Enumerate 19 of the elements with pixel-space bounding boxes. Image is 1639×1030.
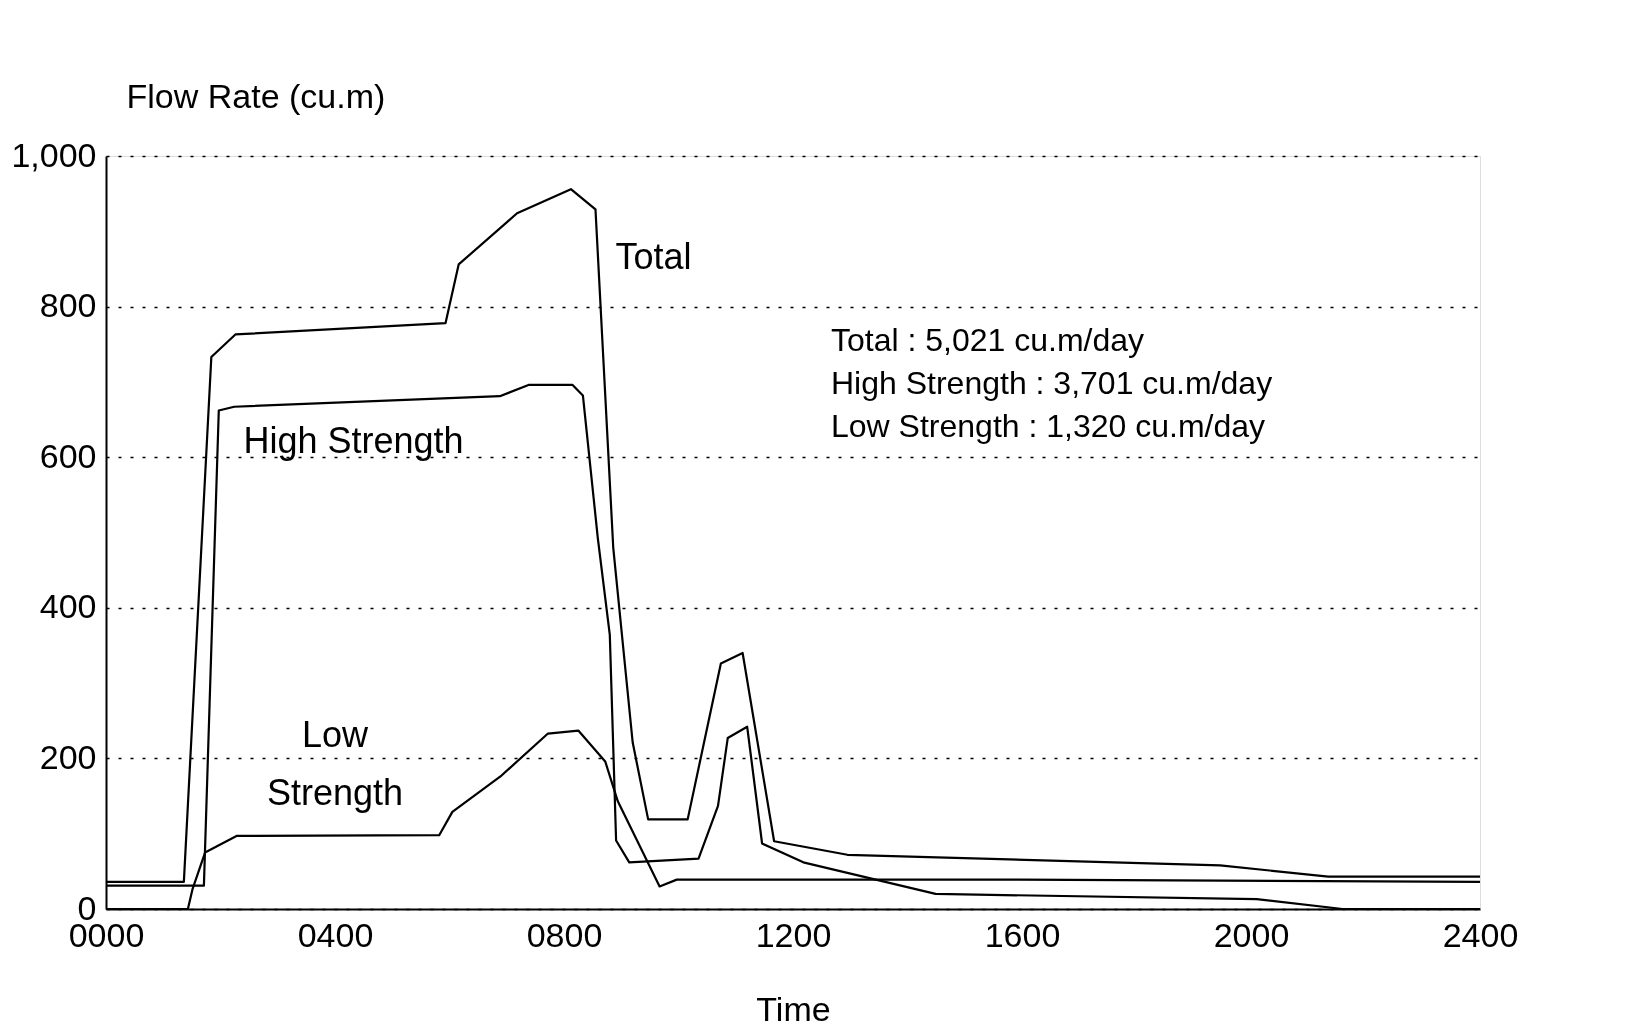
y-tick-label: 1,000 (11, 135, 97, 174)
annotation: Total : 5,021 cu.m/day (831, 322, 1145, 358)
y-axis-title: Flow Rate (cu.m) (126, 76, 386, 115)
x-axis-title: Time (756, 989, 831, 1028)
x-tick-label: 2400 (1442, 915, 1519, 954)
y-tick-label: 800 (39, 286, 97, 325)
x-tick-label: 0400 (297, 915, 374, 954)
x-tick-label: 2000 (1213, 915, 1290, 954)
y-tick-label: 200 (39, 737, 97, 776)
annotation: Low Strength : 1,320 cu.m/day (831, 408, 1266, 444)
x-tick-label: 1200 (755, 915, 832, 954)
series-label: Low Strength (266, 713, 404, 813)
y-tick-label: 400 (39, 587, 97, 626)
annotation: High Strength : 3,701 cu.m/day (831, 365, 1273, 401)
series-label: Total (615, 235, 692, 277)
x-tick-label: 1600 (984, 915, 1061, 954)
x-tick-label: 0800 (526, 915, 603, 954)
y-tick-label: 600 (39, 436, 97, 475)
series-label: High Strength (243, 420, 464, 462)
